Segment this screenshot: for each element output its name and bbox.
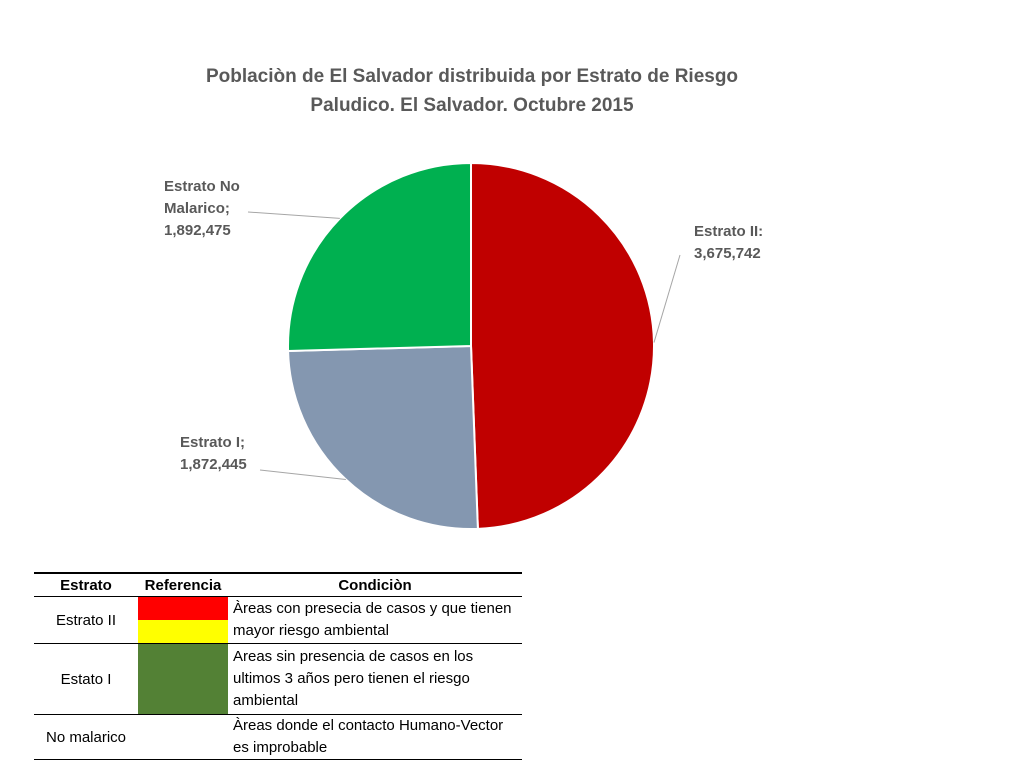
slice-label-estrato-ii-value: 3,675,742: [694, 245, 761, 262]
table-row: Estrato II Àreas con presecia de casos y…: [34, 596, 522, 644]
slice-label-estrato-ii: Estrato II: 3,675,742: [694, 221, 763, 265]
legend-header-row: Estrato Referencia Condiciòn: [34, 572, 522, 597]
header-referencia: Referencia: [138, 572, 228, 597]
table-row: No malarico Àreas donde el contacto Huma…: [34, 714, 522, 760]
leader-line-estrato-i: [259, 469, 346, 481]
slice-label-estrato-i-line-1: Estrato I;: [180, 434, 246, 451]
slice-label-no-malarico-line-1: Estrato No: [164, 178, 240, 195]
header-condicion: Condiciòn: [228, 572, 522, 597]
condition-line: Àreas donde el contacto Humano-Vector: [233, 717, 504, 734]
slice-label-no-malarico-line-2: Malarico;: [164, 200, 230, 217]
slice-label-no-malarico: Estrato No Malarico; 1,892,475: [164, 176, 240, 242]
row-reference: [138, 714, 228, 760]
row-estrato: Estato I: [34, 643, 138, 715]
pie-chart: [247, 161, 681, 530]
slice-label-estrato-i: Estrato I; 1,872,445: [180, 432, 247, 476]
pie-slice-no-malarico: [287, 161, 472, 353]
header-estrato: Estrato: [34, 572, 138, 597]
condition-line: mayor riesgo ambiental: [233, 622, 389, 639]
condition-line: ultimos 3 años pero tienen el riesgo: [233, 670, 470, 687]
row-estrato: No malarico: [34, 714, 138, 760]
chart-title: Poblaciòn de El Salvador distribuida por…: [172, 62, 772, 120]
leader-line-estrato-ii: [653, 254, 681, 343]
condition-line: Àreas con presecia de casos y que tienen: [233, 600, 512, 617]
pie-slice-estrato-ii: [470, 161, 655, 530]
pie-slice-estrato-i: [287, 344, 479, 530]
slice-label-no-malarico-value: 1,892,475: [164, 222, 231, 239]
row-condition: Àreas donde el contacto Humano-Vector es…: [228, 714, 522, 760]
row-condition: Àreas con presecia de casos y que tienen…: [228, 596, 522, 644]
condition-line: ambiental: [233, 692, 299, 709]
row-reference: [138, 643, 228, 715]
leader-line-no-malarico: [247, 211, 340, 219]
condition-line: es improbable: [233, 739, 328, 756]
condition-line: Areas sin presencia de casos en los: [233, 648, 474, 665]
row-condition: Areas sin presencia de casos en los ulti…: [228, 643, 522, 715]
chart-title-line-1: Poblaciòn de El Salvador distribuida por…: [205, 66, 739, 87]
color-swatch-green: [138, 644, 228, 714]
chart-title-line-2: Paludico. El Salvador. Octubre 2015: [310, 95, 634, 116]
color-swatch-yellow: [138, 620, 228, 643]
table-row: Estato I Areas sin presencia de casos en…: [34, 643, 522, 715]
row-estrato: Estrato II: [34, 596, 138, 644]
slice-label-estrato-i-value: 1,872,445: [180, 456, 247, 473]
legend-table: Estrato Referencia Condiciòn Estrato II …: [34, 572, 522, 760]
slice-label-estrato-ii-line-1: Estrato II:: [694, 223, 764, 240]
color-swatch-red: [138, 597, 228, 620]
row-reference: [138, 596, 228, 644]
